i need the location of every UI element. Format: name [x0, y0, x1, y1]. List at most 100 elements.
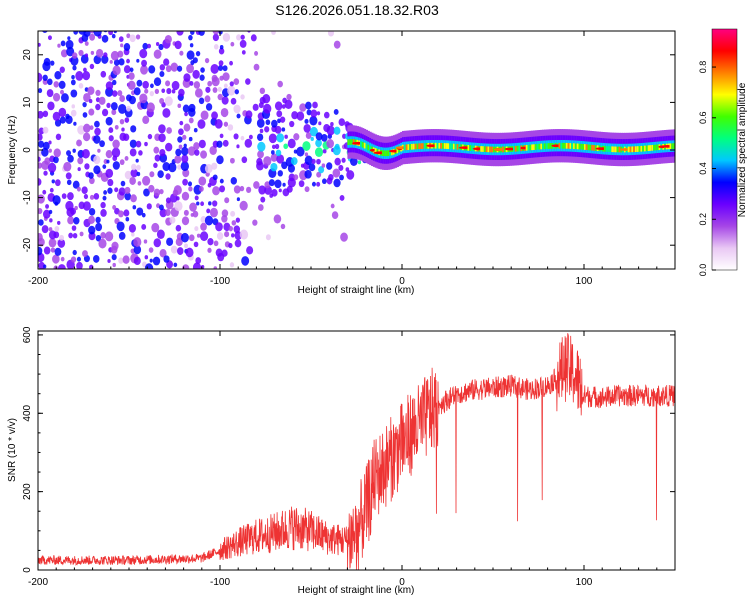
heatmap-cell — [123, 133, 130, 141]
heatmap-cell — [118, 187, 126, 196]
heatmap-cell — [185, 247, 194, 258]
heatmap-cell — [157, 170, 164, 179]
heatmap-cell — [206, 208, 211, 214]
heatmap-cell — [165, 197, 172, 204]
heatmap-cell — [262, 93, 271, 104]
heatmap-cell — [204, 163, 213, 174]
heatmap-cell — [47, 35, 52, 41]
heatmap-cell — [68, 232, 73, 239]
heatmap-cell — [651, 144, 654, 151]
heatmap-cell — [195, 257, 202, 264]
heatmap-cell — [189, 43, 194, 48]
heatmap-cell — [279, 116, 286, 123]
heatmap-cell — [605, 146, 609, 152]
heatmap-cell — [562, 142, 565, 149]
heatmap-cell — [256, 118, 265, 128]
heatmap-cell — [187, 181, 193, 187]
colorbar-tick-label: 0.8 — [698, 61, 708, 74]
heatmap-cell — [264, 181, 271, 189]
heatmap-cell — [196, 201, 200, 206]
heatmap-cell — [613, 146, 616, 153]
heatmap-cell — [248, 134, 253, 140]
heatmap-cell — [216, 140, 223, 148]
heatmap-cell — [153, 49, 162, 59]
heatmap-cell — [196, 233, 201, 238]
heatmap-cell — [640, 145, 643, 152]
heatmap-cell — [158, 43, 164, 51]
y-tick-label: -10 — [22, 190, 33, 205]
heatmap-cell — [188, 34, 193, 41]
heatmap-cell — [153, 162, 158, 169]
heatmap-cell — [97, 148, 101, 153]
heatmap-cell — [304, 186, 310, 193]
heatmap-cell — [629, 146, 632, 153]
heatmap-cell — [381, 150, 385, 156]
heatmap-cell — [351, 139, 354, 145]
heatmap-cell — [73, 121, 77, 126]
heatmap-cell — [315, 132, 323, 141]
heatmap-cell — [299, 103, 307, 112]
heatmap-cell — [536, 143, 540, 150]
heatmap-cell — [82, 250, 88, 258]
heatmap-cell — [193, 127, 198, 133]
heatmap-cell — [234, 239, 242, 248]
heatmap-cell — [436, 142, 439, 149]
heatmap-cell — [113, 59, 120, 66]
heatmap-cell — [423, 143, 427, 149]
heatmap-cell — [277, 80, 283, 88]
heatmap-cell — [98, 96, 106, 105]
heatmap-cell — [156, 229, 165, 239]
heatmap-cell — [177, 103, 182, 108]
heatmap-cell — [139, 48, 148, 59]
heatmap-cell — [309, 126, 318, 137]
heatmap-cell — [520, 146, 528, 150]
heatmap-cell — [111, 90, 118, 97]
heatmap-cell — [293, 174, 299, 181]
heatmap-cell — [412, 143, 416, 150]
heatmap-cell — [276, 133, 285, 143]
heatmap-cell — [638, 146, 642, 152]
heatmap-cell — [222, 72, 230, 81]
heatmap-cell — [95, 222, 103, 232]
heatmap-cell — [47, 162, 57, 173]
heatmap-cell — [326, 125, 335, 136]
heatmap-cell — [158, 133, 166, 143]
heatmap-cell — [89, 177, 95, 185]
heatmap-cell — [264, 126, 270, 133]
y-tick-label: 0 — [22, 147, 33, 153]
y-tick-label: 20 — [22, 49, 33, 61]
heatmap-cell — [176, 247, 184, 255]
heatmap-cell — [41, 147, 49, 157]
heatmap-cell — [38, 233, 43, 242]
heatmap-cell — [126, 33, 131, 39]
heatmap-cell — [227, 85, 236, 96]
heatmap-cell — [291, 111, 299, 120]
heatmap-cell — [42, 209, 51, 219]
heatmap-cell — [73, 216, 80, 225]
heatmap-cell — [135, 158, 139, 163]
heatmap-cell — [175, 224, 182, 232]
heatmap-cell — [164, 96, 173, 107]
heatmap-cell — [593, 144, 596, 151]
heatmap-cell — [38, 178, 42, 186]
heatmap-cell — [263, 103, 272, 114]
heatmap-cell — [288, 173, 296, 182]
heatmap-cell — [141, 59, 147, 67]
heatmap-cell — [258, 204, 264, 211]
heatmap-cell — [184, 111, 188, 117]
heatmap-cell — [407, 144, 410, 150]
heatmap-cell — [587, 144, 591, 151]
x-tick-label: 100 — [576, 276, 593, 287]
heatmap-cell — [38, 42, 41, 47]
heatmap-cell — [52, 195, 61, 205]
heatmap-cell — [217, 86, 222, 92]
heatmap-cell — [229, 81, 234, 87]
heatmap-cell — [116, 221, 125, 232]
heatmap-cell — [182, 134, 187, 140]
heatmap-cell — [159, 208, 167, 218]
heatmap-cell — [212, 186, 220, 196]
heatmap-cell — [71, 52, 78, 59]
heatmap-cell — [48, 209, 53, 215]
